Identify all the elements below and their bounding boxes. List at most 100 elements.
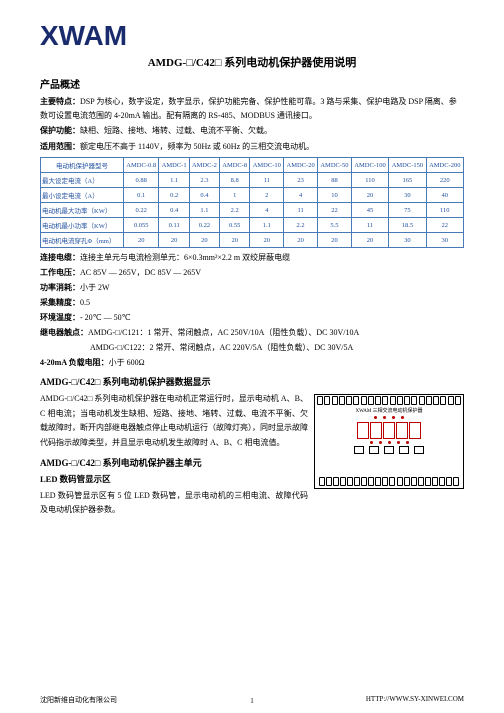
temp-k: 环境温度： bbox=[40, 313, 80, 322]
workv-v: AC 85V — 265V，DC 85V — 265V bbox=[80, 268, 201, 277]
table-header-row: 电动机保护器型号AMDC-0.8AMDC-1AMDC-2AMDC-8AMDC-1… bbox=[41, 158, 464, 173]
load-k: 4-20mA 负载电阻： bbox=[40, 358, 109, 367]
table-cell: 1.1 bbox=[159, 173, 189, 188]
table-row: 最小设定电流（A）0.10.20.412410203040 bbox=[41, 188, 464, 203]
table-cell: 20 bbox=[159, 233, 189, 248]
table-cell: 1.1 bbox=[250, 218, 284, 233]
led-body: LED 数码管显示区有 5 位 LED 数码管，显示电动机的三相电流、故障代码及… bbox=[40, 489, 464, 518]
relay2-v: AMDG-□/C122：2 常开、常闭触点，AC 220V/5A（阻性负载）、D… bbox=[90, 343, 353, 352]
table-row: 电动机最大功率（KW）0.220.41.12.2411224575110 bbox=[41, 203, 464, 218]
accuracy-line: 采集精度：0.5 bbox=[40, 297, 464, 309]
workv-line: 工作电压：AC 85V — 265V，DC 85V — 265V bbox=[40, 267, 464, 279]
table-cell: 4 bbox=[284, 188, 318, 203]
table-cell: 110 bbox=[351, 173, 388, 188]
table-cell: 2 bbox=[250, 188, 284, 203]
table-cell: 20 bbox=[318, 233, 352, 248]
relay-k: 继电器触点： bbox=[40, 328, 88, 337]
device-buttons bbox=[315, 446, 463, 454]
table-cell: 0.1 bbox=[123, 188, 159, 203]
table-cell: 0.22 bbox=[189, 218, 219, 233]
indicator-leds bbox=[315, 416, 463, 419]
table-cell: 0.88 bbox=[123, 173, 159, 188]
accuracy-v: 0.5 bbox=[80, 298, 90, 307]
table-cell: 220 bbox=[426, 173, 463, 188]
table-cell: 11 bbox=[284, 203, 318, 218]
table-row: 电动机电流穿孔Φ（mm）20202020202020203030 bbox=[41, 233, 464, 248]
table-header-cell: 电动机保护器型号 bbox=[41, 158, 124, 173]
features-para: 主要特点：DSP 为核心，数字设定，数字显示，保护功能完备、保护性能可靠。3 路… bbox=[40, 95, 464, 122]
accuracy-k: 采集精度： bbox=[40, 298, 80, 307]
table-cell: 18.5 bbox=[389, 218, 426, 233]
table-cell: 2.3 bbox=[189, 173, 219, 188]
page-number: 1 bbox=[0, 697, 504, 705]
table-cell: 最大设定电流（A） bbox=[41, 173, 124, 188]
table-cell: 20 bbox=[250, 233, 284, 248]
table-cell: 电动机电流穿孔Φ（mm） bbox=[41, 233, 124, 248]
protection-para: 保护功能：缺相、短路、接地、堵转、过载、电流不平衡、欠载。 bbox=[40, 124, 464, 138]
device-illustration: XWAM 三相交流电动机保护器 bbox=[314, 394, 464, 489]
table-cell: 22 bbox=[318, 203, 352, 218]
table-row: 电动机最小功率（KW）0.0550.110.220.551.12.25.5111… bbox=[41, 218, 464, 233]
display-heading: AMDG-□/C42□ 系列电动机保护器数据显示 bbox=[40, 375, 464, 388]
relay-line: 继电器触点：AMDG-□/C121：1 常开、常闭触点，AC 250V/10A（… bbox=[40, 327, 464, 339]
led-digits bbox=[315, 422, 463, 439]
protection-label: 保护功能： bbox=[40, 126, 80, 135]
table-cell: 0.2 bbox=[159, 188, 189, 203]
load-v: 小于 600Ω bbox=[109, 358, 145, 367]
table-header-cell: AMDC-10 bbox=[250, 158, 284, 173]
table-header-cell: AMDC-2 bbox=[189, 158, 219, 173]
table-cell: 10 bbox=[318, 188, 352, 203]
table-cell: 20 bbox=[351, 188, 388, 203]
temp-line: 环境温度：- 20℃ — 50℃ bbox=[40, 312, 464, 324]
table-cell: 20 bbox=[189, 233, 219, 248]
terminal-row-top bbox=[315, 395, 463, 406]
temp-v: - 20℃ — 50℃ bbox=[80, 313, 131, 322]
table-cell: 20 bbox=[220, 233, 250, 248]
table-cell: 0.11 bbox=[159, 218, 189, 233]
table-cell: 5.5 bbox=[318, 218, 352, 233]
table-cell: 30 bbox=[426, 233, 463, 248]
table-header-cell: AMDC-8 bbox=[220, 158, 250, 173]
features-label: 主要特点： bbox=[40, 97, 80, 106]
terminal-row-bottom bbox=[317, 476, 461, 487]
table-body: 最大设定电流（A）0.881.12.38.8112388110165220最小设… bbox=[41, 173, 464, 248]
table-cell: 75 bbox=[389, 203, 426, 218]
power-k: 功率消耗： bbox=[40, 283, 80, 292]
table-header-cell: AMDC-20 bbox=[284, 158, 318, 173]
table-cell: 30 bbox=[389, 233, 426, 248]
cable-line: 连接电缆：连接主单元与电流检测单元：6×0.3mm²×2.2 m 双绞屏蔽电缆 bbox=[40, 252, 464, 264]
brand-logo: XWAM bbox=[40, 20, 464, 52]
relay2-line: AMDG-□/C122：2 常开、常闭触点，AC 220V/5A（阻性负载）、D… bbox=[90, 342, 464, 354]
table-cell: 20 bbox=[123, 233, 159, 248]
table-cell: 1 bbox=[220, 188, 250, 203]
table-header-cell: AMDC-150 bbox=[389, 158, 426, 173]
table-cell: 20 bbox=[284, 233, 318, 248]
power-line: 功率消耗：小于 2W bbox=[40, 282, 464, 294]
table-header-cell: AMDC-200 bbox=[426, 158, 463, 173]
indicator-leds-2 bbox=[315, 441, 463, 444]
table-cell: 0.055 bbox=[123, 218, 159, 233]
table-header-cell: AMDC-0.8 bbox=[123, 158, 159, 173]
spec-table: 电动机保护器型号AMDC-0.8AMDC-1AMDC-2AMDC-8AMDC-1… bbox=[40, 157, 464, 248]
table-header-cell: AMDC-50 bbox=[318, 158, 352, 173]
table-cell: 45 bbox=[351, 203, 388, 218]
features-text: DSP 为核心，数字设定，数字显示，保护功能完备、保护性能可靠。3 路与采集、保… bbox=[40, 97, 457, 120]
table-cell: 电动机最小功率（KW） bbox=[41, 218, 124, 233]
workv-k: 工作电压： bbox=[40, 268, 80, 277]
cable-k: 连接电缆： bbox=[40, 253, 80, 262]
table-cell: 4 bbox=[250, 203, 284, 218]
scope-label: 适用范围： bbox=[40, 142, 80, 151]
table-cell: 165 bbox=[389, 173, 426, 188]
table-cell: 23 bbox=[284, 173, 318, 188]
table-cell: 110 bbox=[426, 203, 463, 218]
table-cell: 电动机最大功率（KW） bbox=[41, 203, 124, 218]
scope-para: 适用范围：额定电压不高于 1140V，频率为 50Hz 或 60Hz 的三相交流… bbox=[40, 140, 464, 154]
scope-text: 额定电压不高于 1140V，频率为 50Hz 或 60Hz 的三相交流电动机。 bbox=[80, 142, 314, 151]
device-label: XWAM 三相交流电动机保护器 bbox=[315, 407, 463, 414]
table-cell: 1.1 bbox=[189, 203, 219, 218]
protection-text: 缺相、短路、接地、堵转、过载、电流不平衡、欠载。 bbox=[80, 126, 272, 135]
table-cell: 2.2 bbox=[220, 203, 250, 218]
table-cell: 0.55 bbox=[220, 218, 250, 233]
table-cell: 40 bbox=[426, 188, 463, 203]
table-cell: 2.2 bbox=[284, 218, 318, 233]
